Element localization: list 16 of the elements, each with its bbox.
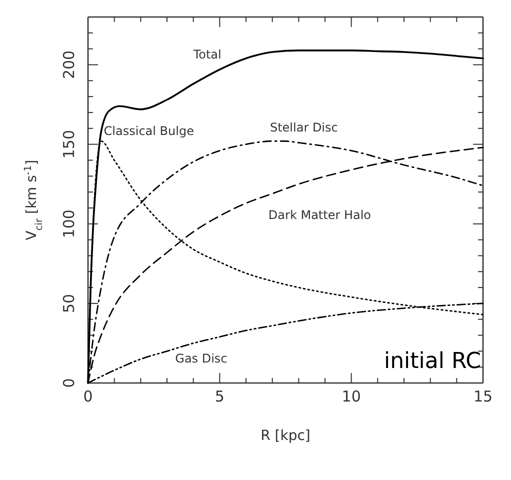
series-label: Stellar Disc <box>270 120 338 135</box>
x-axis-title: R [kpc] <box>260 428 310 444</box>
x-tick-label: 10 <box>342 388 361 406</box>
y-tick-label: 50 <box>60 294 78 313</box>
series-label: Classical Bulge <box>104 124 194 138</box>
series-label: Dark Matter Halo <box>268 208 372 222</box>
y-tick-label: 200 <box>60 50 78 80</box>
y-tick-label: 150 <box>60 130 78 159</box>
y-tick-label: 0 <box>60 378 78 388</box>
y-tick-label: 100 <box>60 210 78 238</box>
annotation: initial RC <box>384 349 481 374</box>
x-tick-label: 15 <box>473 388 493 406</box>
x-tick-label: 0 <box>83 388 93 406</box>
series-label: Gas Disc <box>175 351 228 366</box>
x-tick-label: 5 <box>214 388 224 406</box>
series-label: Total <box>192 47 222 62</box>
